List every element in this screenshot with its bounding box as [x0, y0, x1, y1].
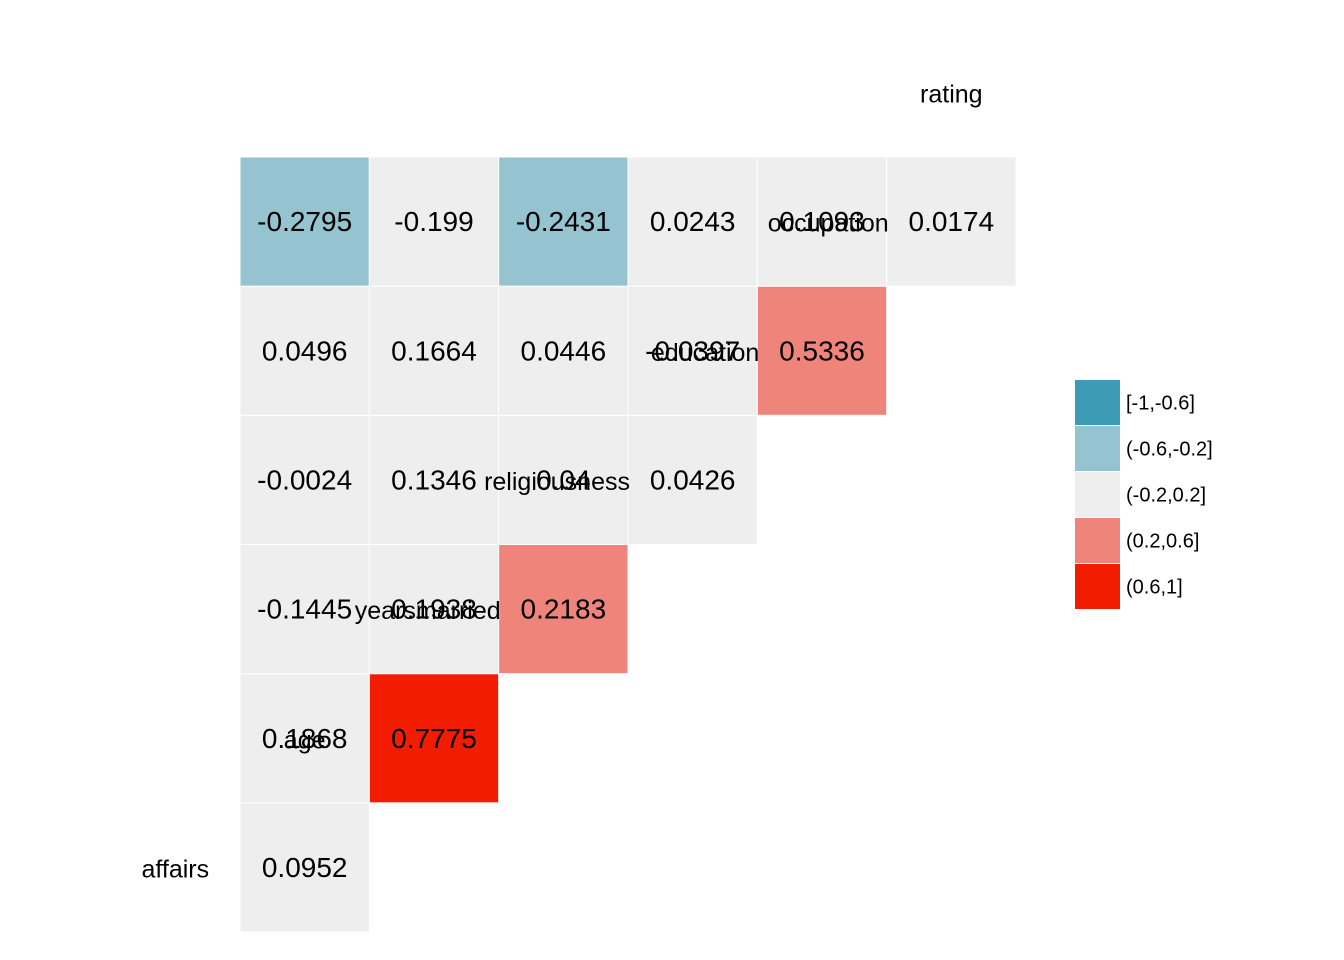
cell-yearsmarried-affairs — [239, 673, 370, 804]
cell-education-yearsmarried — [498, 414, 629, 546]
cell-label-education-affairs: -0.0024 — [257, 464, 352, 495]
cell-label-occupation-religiousness: -0.0397 — [645, 335, 740, 366]
cell-rating-affairs — [239, 156, 370, 287]
cell-label-rating-age: -0.199 — [394, 206, 473, 237]
cell-rating-education — [756, 156, 888, 287]
var-label-religiousness: religiousness — [484, 468, 630, 496]
cell-label-rating-occupation: 0.0174 — [909, 206, 995, 237]
cell-label-education-age: 0.1346 — [391, 464, 477, 495]
legend-swatch-1 — [1075, 426, 1120, 471]
legend-label-0: [-1,-0.6] — [1126, 393, 1195, 415]
cell-education-religiousness — [627, 414, 758, 546]
cell-label-rating-education: 0.1093 — [779, 206, 865, 237]
legend: [-1,-0.6] (-0.6,-0.2] (-0.2,0.2] (0.2,0.6] (… — [1075, 380, 1213, 609]
var-label-yearsmarried: yearsmarried — [355, 597, 501, 625]
cell-label-education-yearsmarried: 0.04 — [536, 464, 591, 495]
cell-label-occupation-education: 0.5336 — [779, 335, 865, 366]
var-label-age: age — [284, 726, 326, 754]
cell-label-rating-yearsmarried: -0.2431 — [516, 206, 611, 237]
cell-rating-age — [368, 156, 500, 287]
cell-rating-occupation — [886, 156, 1017, 287]
cell-label-rating-affairs: -0.2795 — [257, 206, 352, 237]
cell-label-age-affairs: 0.0952 — [262, 852, 348, 883]
cell-education-affairs — [239, 414, 370, 546]
legend-label-2: (-0.2,0.2] — [1126, 485, 1206, 507]
var-label-education: education — [651, 339, 759, 367]
cell-label-education-religiousness: 0.0426 — [650, 464, 736, 495]
cell-label-religiousness-affairs: -0.1445 — [257, 594, 352, 625]
var-label-affairs: affairs — [142, 855, 210, 883]
cell-label-occupation-yearsmarried: 0.0446 — [521, 335, 607, 366]
cell-label-religiousness-age: 0.1938 — [391, 594, 477, 625]
cell-rating-yearsmarried — [498, 156, 629, 287]
heatmap-cells: 0.0952 0.1868 0.7775 -0.1445 0.1938 0.2183 -0.… — [239, 156, 1017, 933]
cell-label-rating-religiousness: 0.0243 — [650, 206, 736, 237]
cell-label-yearsmarried-affairs: 0.1868 — [262, 723, 348, 754]
cell-religiousness-affairs — [239, 544, 370, 675]
cell-label-occupation-affairs: 0.0496 — [262, 335, 348, 366]
var-label-rating: rating — [920, 80, 983, 108]
cell-education-age — [368, 414, 500, 546]
legend-label-1: (-0.6,-0.2] — [1126, 439, 1213, 461]
cell-religiousness-age — [368, 544, 500, 675]
cell-label-religiousness-yearsmarried: 0.2183 — [521, 594, 607, 625]
legend-label-3: (0.2,0.6] — [1126, 531, 1199, 553]
cell-yearsmarried-age — [368, 673, 500, 804]
cell-label-yearsmarried-age: 0.7775 — [391, 723, 477, 754]
cell-occupation-education — [756, 285, 888, 416]
variable-labels: affairs age yearsmarried religiousness educa… — [142, 80, 983, 883]
cell-religiousness-yearsmarried — [498, 544, 629, 675]
cell-label-occupation-age: 0.1664 — [391, 335, 477, 366]
legend-label-4: (0.6,1] — [1126, 577, 1183, 599]
legend-swatch-3 — [1075, 518, 1120, 563]
cell-occupation-yearsmarried — [498, 285, 629, 416]
cell-age-affairs — [239, 802, 370, 933]
legend-swatch-0 — [1075, 380, 1120, 425]
var-label-occupation: occupation — [768, 210, 889, 238]
legend-swatch-2 — [1075, 472, 1120, 517]
cell-occupation-religiousness — [627, 285, 758, 416]
cell-rating-religiousness — [627, 156, 758, 287]
legend-swatch-4 — [1075, 564, 1120, 609]
